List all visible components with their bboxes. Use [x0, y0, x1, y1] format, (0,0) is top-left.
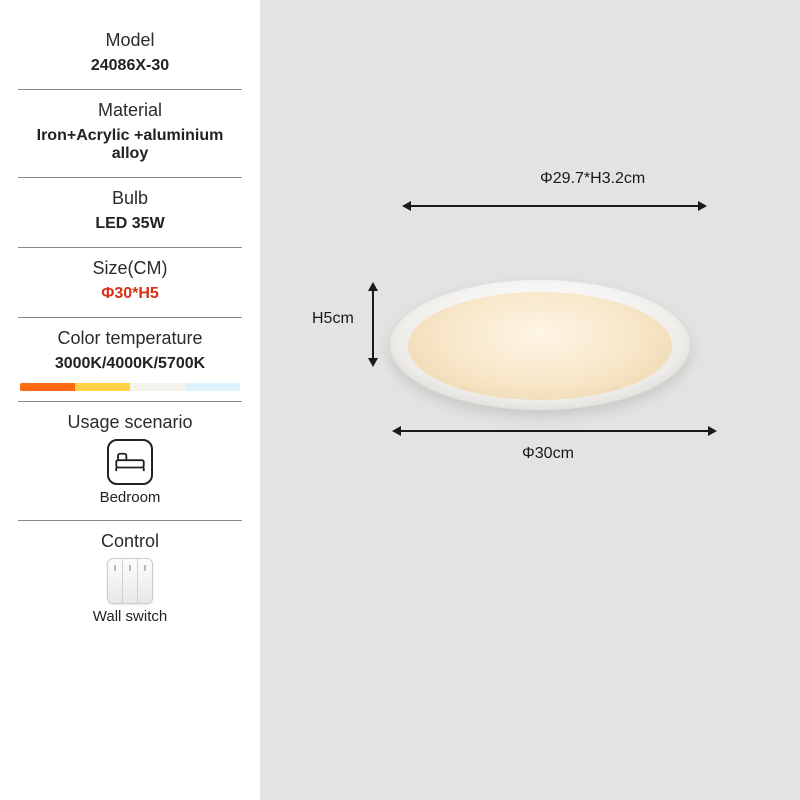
dimension-top-label: Φ29.7*H3.2cm — [540, 170, 645, 188]
spec-control: Control Wall switch — [18, 521, 242, 639]
spec-colortemp-label: Color temperature — [18, 328, 242, 349]
spec-material: Material Iron+Acrylic +aluminium alloy — [18, 90, 242, 177]
spec-material-label: Material — [18, 100, 242, 121]
color-temperature-bar — [20, 383, 240, 391]
spec-control-value: Wall switch — [18, 608, 242, 625]
spec-usage-label: Usage scenario — [18, 412, 242, 433]
spec-model-label: Model — [18, 30, 242, 51]
spec-panel: Model 24086X-30 Material Iron+Acrylic +a… — [0, 0, 260, 800]
spec-bulb-value: LED 35W — [18, 215, 242, 233]
spec-colortemp-value: 3000K/4000K/5700K — [18, 355, 242, 373]
spec-usage: Usage scenario Bedroom — [18, 402, 242, 520]
product-lamp-illustration — [350, 250, 720, 450]
spec-control-label: Control — [18, 531, 242, 552]
temp-seg-3000k — [20, 383, 75, 391]
spec-colortemp: Color temperature 3000K/4000K/5700K — [18, 318, 242, 401]
dimension-bottom-arrow — [400, 430, 710, 432]
spec-size-value: Φ30*H5 — [18, 285, 242, 303]
temp-seg-5700k — [185, 383, 240, 391]
spec-model: Model 24086X-30 — [18, 20, 242, 89]
spec-material-value: Iron+Acrylic +aluminium alloy — [18, 127, 242, 163]
temp-seg-5000k — [130, 383, 185, 391]
spec-size-label: Size(CM) — [18, 258, 242, 279]
dimension-bottom-label: Φ30cm — [522, 445, 574, 463]
spec-usage-value: Bedroom — [18, 489, 242, 506]
dimension-side-label: H5cm — [312, 310, 354, 328]
spec-model-value: 24086X-30 — [18, 57, 242, 75]
dimension-top-arrow — [410, 205, 700, 207]
wall-switch-icon — [107, 558, 153, 604]
temp-seg-4000k — [75, 383, 130, 391]
spec-bulb-label: Bulb — [18, 188, 242, 209]
product-diagram-panel: Φ29.7*H3.2cm H5cm Φ30cm — [260, 0, 800, 800]
spec-size: Size(CM) Φ30*H5 — [18, 248, 242, 317]
bed-icon — [107, 439, 153, 485]
spec-bulb: Bulb LED 35W — [18, 178, 242, 247]
